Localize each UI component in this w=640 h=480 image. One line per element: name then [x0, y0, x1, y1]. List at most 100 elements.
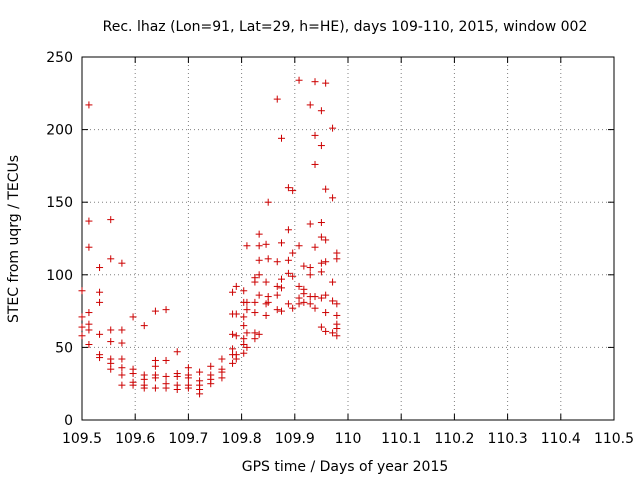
- data-point: [207, 380, 215, 388]
- chart-title: Rec. lhaz (Lon=91, Lat=29, h=HE), days 1…: [103, 19, 588, 35]
- data-point: [184, 384, 192, 392]
- data-point: [329, 124, 337, 132]
- data-point: [96, 330, 104, 338]
- data-point: [278, 307, 285, 315]
- data-point: [243, 306, 251, 314]
- data-point: [229, 288, 237, 296]
- data-points: [78, 76, 341, 398]
- data-point: [107, 338, 115, 346]
- data-point: [140, 322, 148, 330]
- x-tick-label: 110.3: [488, 431, 528, 447]
- data-point: [306, 101, 314, 109]
- data-point: [317, 268, 325, 276]
- data-point: [284, 300, 292, 308]
- data-point: [232, 282, 240, 290]
- y-tick-label: 200: [46, 123, 73, 139]
- x-axis-label: GPS time / Days of year 2015: [242, 459, 449, 475]
- data-point: [311, 304, 319, 312]
- data-point: [262, 278, 270, 286]
- data-point: [273, 95, 281, 103]
- data-point: [329, 297, 337, 305]
- data-point: [295, 282, 303, 290]
- data-point: [240, 340, 248, 348]
- data-point: [218, 355, 226, 363]
- data-point: [284, 226, 292, 234]
- y-tick-label: 50: [55, 340, 73, 356]
- data-point: [273, 282, 281, 290]
- data-point: [255, 271, 263, 279]
- data-point: [151, 307, 159, 315]
- data-point: [311, 131, 319, 139]
- data-point: [96, 288, 104, 296]
- data-point: [78, 313, 86, 321]
- data-point: [329, 194, 337, 202]
- data-point: [218, 374, 226, 382]
- data-point: [184, 374, 192, 382]
- data-point: [184, 364, 192, 372]
- data-point: [289, 272, 297, 280]
- data-point: [333, 332, 341, 340]
- data-point: [322, 291, 330, 299]
- y-tick-label: 0: [64, 413, 73, 429]
- data-point: [85, 217, 93, 225]
- data-point: [317, 294, 325, 302]
- x-tick-label: 109.8: [222, 431, 262, 447]
- data-point: [140, 384, 148, 392]
- y-tick-label: 250: [46, 50, 73, 66]
- data-point: [162, 306, 170, 314]
- data-point: [311, 160, 319, 168]
- data-point: [240, 287, 248, 295]
- data-point: [322, 327, 330, 335]
- x-tick-label: 110: [335, 431, 362, 447]
- x-tick-label: 110.4: [541, 431, 581, 447]
- data-point: [196, 390, 204, 398]
- data-point: [284, 184, 292, 192]
- data-point: [273, 258, 281, 266]
- data-point: [96, 298, 104, 306]
- data-point: [243, 329, 251, 337]
- x-tick-labels: 109.5 109.6 109.7 109.8 109.9 110 110.1 110.2 11…: [62, 431, 634, 447]
- data-point: [317, 259, 325, 267]
- data-point: [255, 256, 263, 264]
- data-point: [329, 329, 337, 337]
- data-point: [118, 371, 126, 379]
- data-point: [173, 372, 181, 380]
- data-point: [329, 278, 337, 286]
- data-point: [264, 298, 272, 306]
- data-point: [196, 368, 204, 376]
- x-tick-label: 109.7: [168, 431, 208, 447]
- data-point: [118, 355, 126, 363]
- data-point: [278, 239, 285, 247]
- data-point: [107, 255, 115, 263]
- data-point: [322, 185, 330, 193]
- data-point: [284, 256, 292, 264]
- data-point: [107, 365, 115, 373]
- x-tick-label: 109.6: [115, 431, 155, 447]
- data-point: [311, 293, 319, 301]
- data-point: [118, 339, 126, 347]
- data-point: [322, 309, 330, 317]
- data-point: [333, 300, 341, 308]
- data-point: [118, 259, 126, 267]
- data-point: [306, 264, 314, 272]
- data-point: [300, 262, 308, 270]
- data-point: [255, 330, 263, 338]
- data-point: [322, 79, 330, 87]
- y-axis-label: STEC from uqrg / TECUs: [6, 155, 22, 323]
- data-point: [232, 310, 240, 318]
- data-point: [273, 306, 281, 314]
- data-point: [207, 362, 215, 370]
- data-point: [311, 243, 319, 251]
- data-point: [240, 322, 248, 330]
- data-point: [78, 332, 86, 340]
- data-point: [317, 142, 325, 150]
- data-point: [289, 304, 297, 312]
- data-point: [232, 332, 240, 340]
- data-point: [162, 356, 170, 364]
- data-point: [240, 349, 248, 357]
- data-point: [85, 309, 93, 317]
- data-point: [85, 340, 93, 348]
- data-point: [333, 311, 341, 319]
- data-point: [300, 298, 308, 306]
- axis-ticks: [81, 56, 615, 421]
